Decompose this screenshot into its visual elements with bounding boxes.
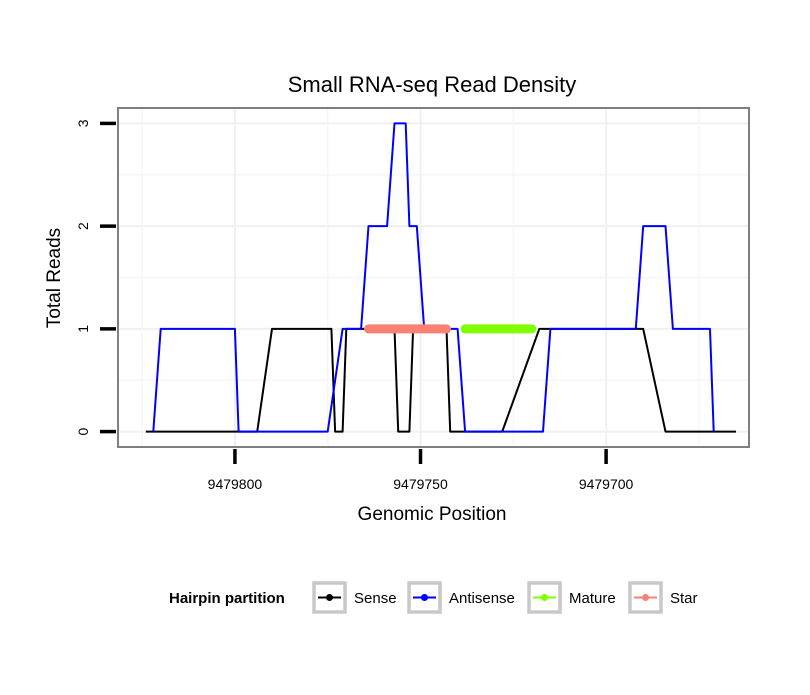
y-tick-label: 2 [75,222,91,230]
legend-key-point-antisense [421,594,428,601]
y-tick-label: 3 [75,119,91,127]
series-lines [145,122,736,433]
x-axis-title: Genomic Position [358,504,507,525]
x-tick-label: 9479800 [208,476,263,492]
y-axis: 0 1 2 3 [75,119,116,435]
x-tick-label: 9479700 [579,476,634,492]
legend-title: Hairpin partition [169,590,285,607]
y-axis-title: Total Reads [44,228,65,328]
legend-label-antisense: Antisense [449,590,515,607]
x-axis: 9479800 9479750 9479700 [208,449,634,492]
y-tick-label: 1 [75,325,91,333]
legend-key-point-star [642,594,649,601]
legend-label-sense: Sense [354,590,397,607]
legend: Hairpin partition Sense Antisense Mature St… [169,581,698,614]
legend-key-point-mature [541,594,548,601]
legend-label-mature: Mature [569,590,616,607]
x-tick-label: 9479750 [393,476,448,492]
plot-border [117,107,750,448]
legend-label-star: Star [670,590,698,607]
y-tick-label: 0 [75,427,91,435]
legend-key-point-sense [326,594,333,601]
legend-key-box-mature [527,581,562,614]
chart-title: Small RNA-seq Read Density [288,72,577,97]
